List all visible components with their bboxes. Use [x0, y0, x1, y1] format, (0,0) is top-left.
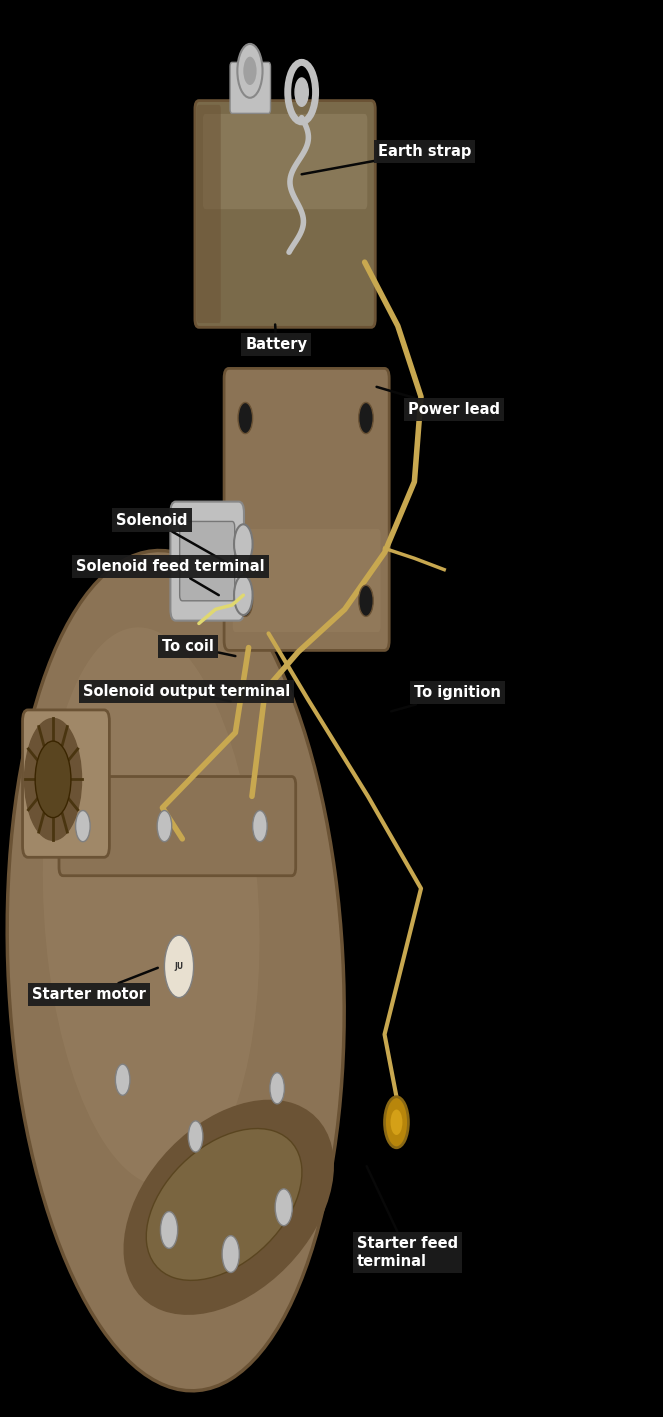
Ellipse shape	[147, 1128, 302, 1281]
Circle shape	[222, 1236, 239, 1272]
Circle shape	[295, 78, 308, 106]
Circle shape	[35, 741, 71, 818]
Circle shape	[391, 1110, 402, 1135]
Text: To coil: To coil	[162, 639, 235, 656]
Circle shape	[188, 1121, 203, 1152]
Circle shape	[270, 1073, 284, 1104]
Text: To ignition: To ignition	[391, 686, 501, 711]
Text: Power lead: Power lead	[377, 387, 500, 417]
Circle shape	[76, 811, 90, 842]
Circle shape	[160, 1212, 178, 1248]
Text: Starter feed
terminal: Starter feed terminal	[357, 1166, 458, 1268]
FancyBboxPatch shape	[230, 62, 271, 113]
FancyBboxPatch shape	[195, 101, 375, 327]
Ellipse shape	[125, 1101, 333, 1314]
FancyBboxPatch shape	[197, 105, 221, 323]
Circle shape	[243, 57, 257, 85]
Circle shape	[238, 585, 253, 616]
FancyBboxPatch shape	[170, 502, 244, 621]
Text: Starter motor: Starter motor	[32, 968, 158, 1002]
FancyBboxPatch shape	[224, 368, 389, 650]
Circle shape	[238, 402, 253, 434]
Text: Solenoid feed terminal: Solenoid feed terminal	[76, 560, 265, 595]
Circle shape	[234, 575, 253, 615]
Circle shape	[234, 524, 253, 564]
Text: Solenoid output terminal: Solenoid output terminal	[83, 684, 290, 701]
Text: Earth strap: Earth strap	[302, 145, 471, 174]
Circle shape	[275, 1189, 292, 1226]
Circle shape	[25, 718, 82, 840]
Ellipse shape	[7, 551, 344, 1390]
Circle shape	[237, 44, 263, 98]
FancyBboxPatch shape	[233, 529, 381, 632]
Text: Solenoid: Solenoid	[116, 513, 227, 563]
Circle shape	[359, 585, 373, 616]
FancyBboxPatch shape	[203, 113, 367, 210]
Text: Battery: Battery	[245, 324, 308, 351]
Circle shape	[115, 1064, 130, 1095]
Circle shape	[385, 1097, 408, 1148]
Circle shape	[157, 811, 172, 842]
FancyBboxPatch shape	[23, 710, 109, 857]
Circle shape	[164, 935, 194, 998]
FancyBboxPatch shape	[59, 777, 296, 876]
Circle shape	[359, 402, 373, 434]
Circle shape	[253, 811, 267, 842]
Text: JU: JU	[174, 962, 184, 971]
Ellipse shape	[43, 628, 259, 1186]
FancyBboxPatch shape	[180, 521, 235, 601]
